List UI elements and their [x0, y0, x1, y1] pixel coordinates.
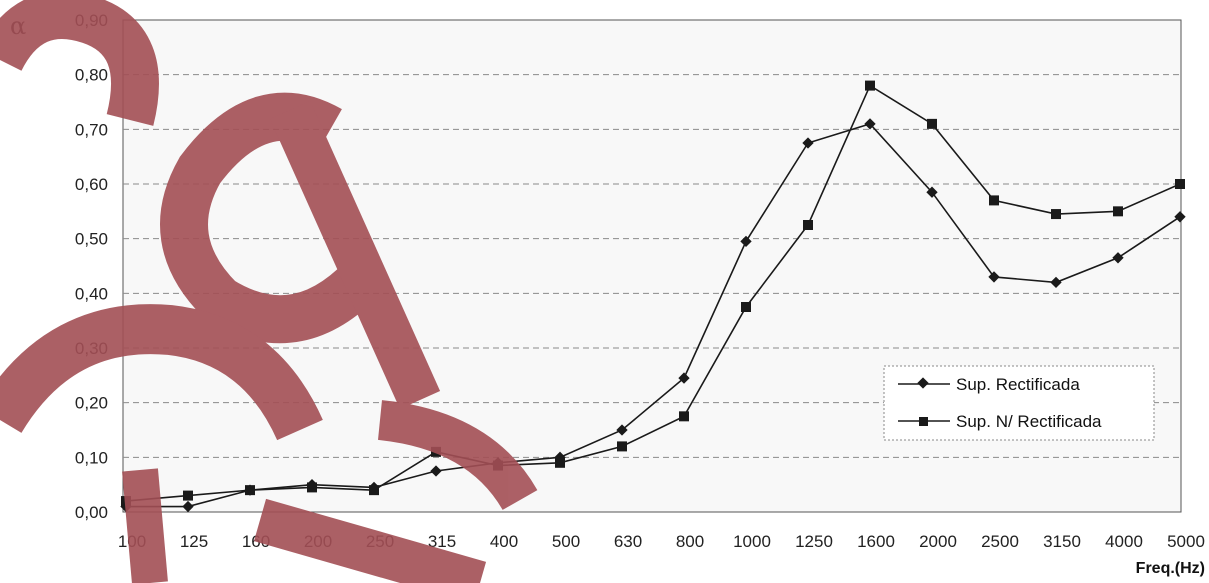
- point-s2-125: [183, 490, 193, 501]
- x-tick-630: 630: [614, 532, 642, 551]
- point-s1-2000: [926, 186, 938, 198]
- x-axis-label: Freq.(Hz): [1136, 560, 1205, 577]
- x-tick-2000: 2000: [919, 532, 957, 551]
- y-tick-labels: 0,000,100,200,300,400,500,600,700,800,90: [75, 11, 108, 522]
- point-s2-2000: [927, 118, 937, 129]
- y-tick-1: 0,10: [75, 448, 108, 467]
- point-s1-1250: [802, 137, 814, 149]
- point-s2-1250: [803, 220, 813, 230]
- y-tick-6: 0,60: [75, 175, 108, 194]
- x-tick-1600: 1600: [857, 532, 895, 551]
- y-tick-7: 0,70: [75, 120, 108, 139]
- y-tick-0: 0,00: [75, 503, 108, 522]
- x-tick-1000: 1000: [733, 532, 771, 551]
- point-s2-800: [679, 411, 689, 422]
- x-tick-2500: 2500: [981, 532, 1019, 551]
- x-tick-1250: 1250: [795, 532, 833, 551]
- point-s2-200: [307, 482, 317, 493]
- x-tick-4000: 4000: [1105, 532, 1143, 551]
- point-s1-125: [182, 500, 194, 513]
- x-tick-5000: 5000: [1167, 532, 1205, 551]
- point-s2-5000: [1175, 179, 1185, 189]
- point-s1-630: [616, 424, 628, 436]
- x-tick-3150: 3150: [1043, 532, 1081, 551]
- legend: Sup. Rectificada Sup. N/ Rectificada: [883, 365, 1155, 441]
- legend-label-1: Sup. Rectificada: [956, 375, 1080, 394]
- y-tick-8: 0,80: [75, 66, 108, 85]
- point-s2-500: [555, 457, 565, 468]
- point-s2-630: [617, 441, 627, 452]
- legend-marker-diamond: [917, 377, 929, 389]
- point-s1-315: [430, 465, 442, 477]
- legend-marker-square: [919, 417, 928, 426]
- series-line-2: [125, 84, 1181, 502]
- point-s2-250: [369, 485, 379, 496]
- y-tick-5: 0,50: [75, 230, 108, 249]
- point-s2-1000: [741, 302, 751, 312]
- point-s2-4000: [1113, 206, 1123, 217]
- point-s1-800: [678, 372, 690, 384]
- x-tick-315: 315: [428, 532, 456, 551]
- x-tick-800: 800: [676, 532, 704, 551]
- point-s2-160: [245, 485, 255, 496]
- point-s1-3150: [1050, 276, 1062, 289]
- x-tick-125: 125: [180, 532, 208, 551]
- point-s1-1000: [740, 235, 752, 248]
- y-tick-2: 0,20: [75, 394, 108, 413]
- point-s2-1600: [865, 80, 875, 91]
- x-tick-400: 400: [490, 532, 518, 551]
- point-s1-5000: [1174, 211, 1186, 223]
- x-tick-500: 500: [552, 532, 580, 551]
- point-s2-2500: [989, 195, 999, 206]
- series-line-1: [126, 122, 1181, 508]
- point-s2-3150: [1051, 209, 1061, 220]
- legend-label-2: Sup. N/ Rectificada: [956, 412, 1102, 431]
- legend-box: [883, 365, 1155, 441]
- y-tick-4: 0,40: [75, 284, 108, 303]
- watermark-shape: [0, 0, 538, 583]
- point-s1-2500: [988, 271, 1000, 283]
